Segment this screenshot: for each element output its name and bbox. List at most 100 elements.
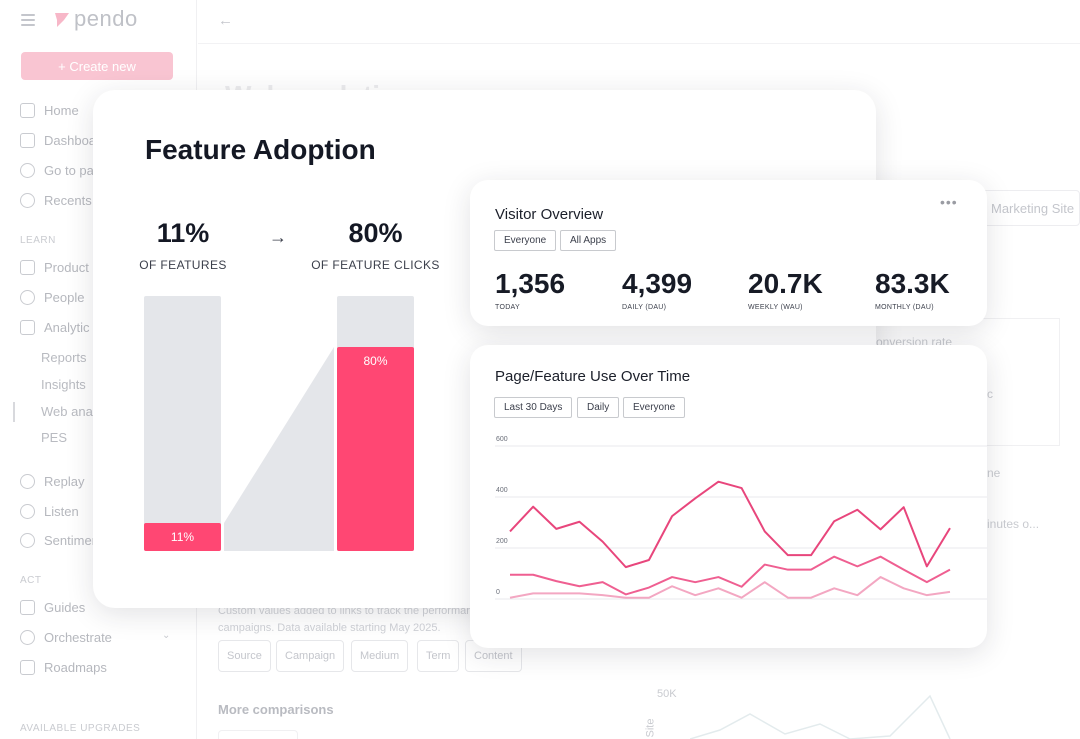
page-feature-use-card: Page/Feature Use Over Time Last 30 Days … <box>470 345 987 648</box>
replay-icon <box>20 473 35 489</box>
card-title: Page/Feature Use Over Time <box>495 368 691 385</box>
people-icon <box>20 289 35 305</box>
nav-section-upgrades: AVAILABLE UPGRADES <box>20 723 141 734</box>
sidebar-item-label: Guides <box>44 599 86 615</box>
back-arrow-icon[interactable]: ← <box>218 12 233 29</box>
sentiment-icon <box>20 532 35 548</box>
bg-button[interactable] <box>218 730 298 739</box>
sidebar-item-label: Go to pa <box>44 162 94 178</box>
listen-icon <box>20 503 35 519</box>
series-line <box>509 480 951 569</box>
series-line <box>510 555 951 596</box>
more-comparisons-heading: More comparisons <box>218 702 334 717</box>
chip-term[interactable]: Term <box>417 640 460 672</box>
chip-medium[interactable]: Medium <box>351 640 409 672</box>
bar-data-label: 80% <box>363 354 387 368</box>
campaign-description: Custom values added to links to track th… <box>218 605 497 634</box>
dashboard-icon <box>20 132 35 148</box>
sidebar-item-label: Analytic <box>44 319 90 335</box>
sidebar-item-replay[interactable]: Replay <box>20 471 84 491</box>
sidebar-item-recents[interactable]: Recents <box>20 190 92 210</box>
feature-adoption-chart: 11% 80% <box>144 296 414 551</box>
sidebar-item-label: Sentimer <box>44 532 97 548</box>
y-tick-label: 0 <box>496 589 500 596</box>
sidebar-item-sentiment[interactable]: Sentimer <box>20 530 96 550</box>
sidebar-item-label: Recents <box>44 192 92 208</box>
bg-fragment: inutes o... <box>987 517 1040 531</box>
bar-fill <box>144 522 221 551</box>
sidebar-item-label: Roadmaps <box>44 659 107 675</box>
page-feature-use-chart: 0 200 400 600 <box>495 436 987 600</box>
redirect-icon <box>20 162 35 178</box>
sidebar-item-label: Orchestrate <box>44 629 112 645</box>
adoption-connector <box>224 347 334 551</box>
active-indicator <box>13 402 15 422</box>
sidebar-item-label: Home <box>44 102 79 118</box>
sidebar-item-orchestrate[interactable]: Orchestrate <box>20 627 112 647</box>
sidebar-item-label: Dashboa <box>44 132 97 148</box>
feature-clicks-label: OF FEATURE CLICKS <box>311 258 440 272</box>
pendo-logo-icon <box>55 13 69 27</box>
sidebar-item-label: Replay <box>44 473 85 489</box>
chip-source[interactable]: Source <box>218 640 271 672</box>
create-new-button[interactable]: + Create new <box>21 52 173 80</box>
nav-section-act: ACT <box>20 575 42 586</box>
sidebar-item-listen[interactable]: Listen <box>20 501 79 521</box>
sidebar-item-home[interactable]: Home <box>20 100 79 120</box>
visitor-overview-card: Visitor Overview ••• Everyone All Apps 1… <box>470 180 987 326</box>
sidebar-item-label: People <box>44 289 85 305</box>
logo: pendo <box>52 6 138 32</box>
chip-campaign[interactable]: Campaign <box>276 640 345 672</box>
bg-fragment: ne <box>987 466 1001 480</box>
top-bar: ← <box>198 0 1080 44</box>
sidebar-subitem-reports[interactable]: Reports <box>41 350 87 365</box>
logo-text: pendo <box>74 6 138 31</box>
chevron-down-icon[interactable]: ⌄ <box>162 630 171 641</box>
features-label: OF FEATURES <box>139 258 227 272</box>
nav-section-learn: LEARN <box>20 235 56 246</box>
sidebar-subitem-pes[interactable]: PES <box>41 430 68 445</box>
filter-segment[interactable]: Everyone <box>494 230 557 251</box>
sidebar-subitem-web-analytics[interactable]: Web ana <box>41 404 93 419</box>
sidebar-item-dashboards[interactable]: Dashboa <box>20 130 96 150</box>
sidebar-item-label: Product <box>44 259 89 275</box>
filter-segment[interactable]: Everyone <box>623 397 686 418</box>
clock-icon <box>20 192 35 208</box>
card-title: Visitor Overview <box>495 206 604 223</box>
card-title: Feature Adoption <box>145 134 376 165</box>
metric-today-value: 1,356 <box>495 268 566 299</box>
bar-track <box>144 296 221 551</box>
sidebar-item-analytics[interactable]: Analytic <box>20 317 90 337</box>
bar-fill <box>337 347 414 551</box>
menu-icon[interactable] <box>21 14 35 26</box>
metric-mau-value: 83.3K <box>875 268 950 299</box>
filter-interval[interactable]: Daily <box>577 397 620 418</box>
y-tick-label: 400 <box>496 487 508 494</box>
arrow-right-icon: → <box>269 227 287 247</box>
home-icon <box>20 102 35 118</box>
bar-data-label: 11% <box>171 530 194 544</box>
sidebar-item-people[interactable]: People <box>20 287 84 307</box>
layout-icon <box>20 259 35 275</box>
bg-fragment: c <box>987 387 993 401</box>
metric-dau-label: DAILY (DAU) <box>622 304 667 311</box>
orchestrate-icon <box>20 629 35 645</box>
metric-wau-label: WEEKLY (WAU) <box>748 304 803 311</box>
sidebar-subitem-insights[interactable]: Insights <box>41 377 86 392</box>
bar-chart-icon <box>20 319 35 335</box>
guides-icon <box>20 599 35 615</box>
sidebar-item-guides[interactable]: Guides <box>20 597 85 617</box>
metric-dau-value: 4,399 <box>622 268 693 299</box>
series-line <box>509 576 951 599</box>
more-horizontal-icon[interactable]: ••• <box>940 194 958 210</box>
y-tick-label: 600 <box>496 436 508 443</box>
bg-line-chart <box>690 694 951 739</box>
sidebar-item-roadmaps[interactable]: Roadmaps <box>20 657 107 677</box>
axis-label: Site <box>644 718 657 738</box>
sidebar-item-product[interactable]: Product <box>20 257 89 277</box>
filter-apps[interactable]: All Apps <box>560 230 617 251</box>
filter-date-range[interactable]: Last 30 Days <box>494 397 573 418</box>
sidebar-item-goto[interactable]: Go to pa <box>20 160 94 180</box>
y-tick-label: 200 <box>496 538 508 545</box>
axis-value: 50K <box>657 688 677 700</box>
